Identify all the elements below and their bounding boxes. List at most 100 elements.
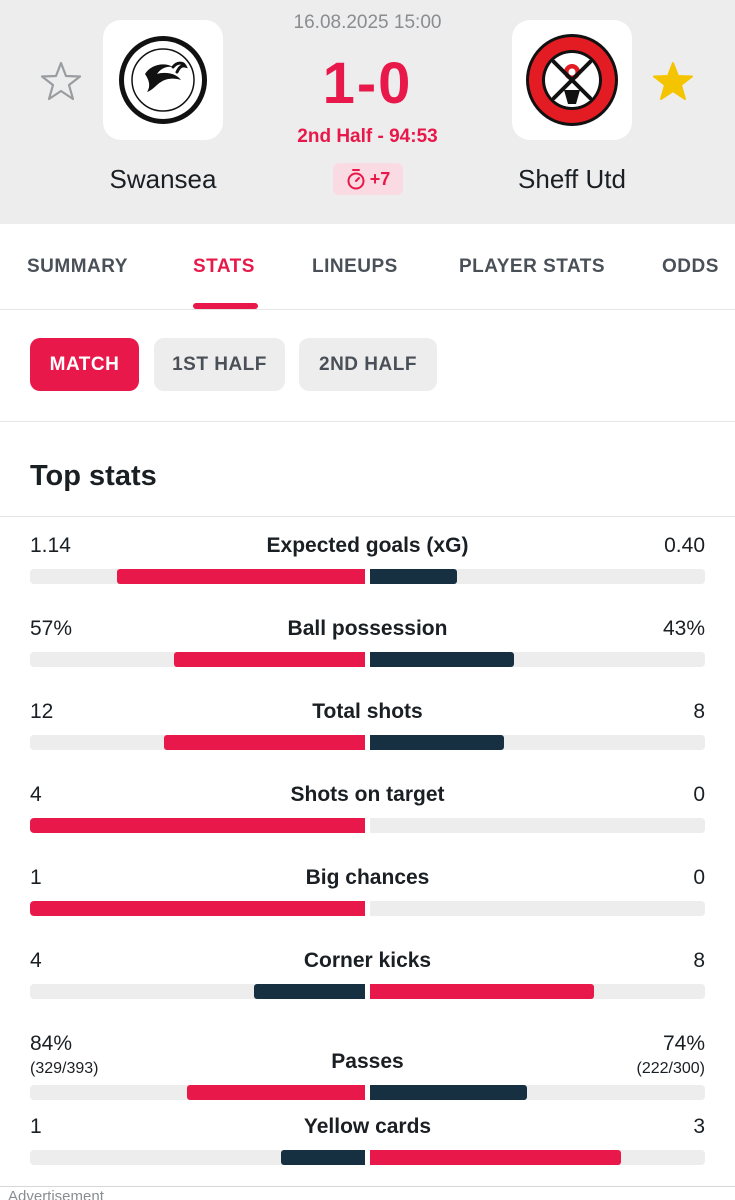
stat-home-value: 1.14	[30, 534, 71, 558]
stat-home-main: 12	[30, 700, 54, 723]
stat-row: 12 Total shots 8	[0, 698, 735, 778]
stat-away-bar	[370, 569, 457, 584]
match-tabs: SUMMARY STATS LINEUPS PLAYER STATS ODDS	[0, 224, 735, 310]
favorite-away-star-icon[interactable]	[652, 60, 694, 102]
tab-player-stats[interactable]: PLAYER STATS	[459, 256, 606, 277]
stat-away-bar	[370, 652, 514, 667]
stat-away-main: 8	[693, 949, 705, 972]
stat-home-main: 1	[30, 1115, 42, 1138]
stat-label: Expected goals (xG)	[266, 534, 469, 557]
period-selector: MATCH 1ST HALF 2ND HALF	[0, 310, 735, 422]
favorite-home-star-icon[interactable]	[40, 60, 82, 102]
match-header: 16.08.2025 15:00 Swansea 1-0 2nd Half - …	[0, 0, 735, 224]
stat-home-bar	[164, 735, 365, 750]
stat-label: Corner kicks	[303, 949, 432, 972]
stat-label: Ball possession	[287, 617, 448, 640]
away-team-crest[interactable]	[512, 20, 632, 140]
stat-away-track	[370, 1085, 705, 1100]
match-datetime: 16.08.2025 15:00	[293, 12, 442, 33]
stat-away-main: 0.40	[664, 534, 705, 557]
stat-row: 4 Corner kicks 8	[0, 947, 735, 1027]
stat-away-bar	[370, 1085, 527, 1100]
stat-home-main: 57%	[30, 617, 73, 640]
home-team-crest[interactable]	[103, 20, 223, 140]
stat-home-main: 4	[30, 783, 42, 806]
stat-row: 57% Ball possession 43%	[0, 615, 735, 695]
stat-away-track	[370, 984, 705, 999]
stat-away-value: 8	[693, 700, 705, 724]
divider	[0, 516, 735, 517]
divider	[0, 1186, 735, 1187]
period-2nd-half-chip[interactable]: 2ND HALF	[299, 338, 437, 391]
stat-row: 1 Big chances 0	[0, 864, 735, 944]
tab-summary[interactable]: SUMMARY	[27, 256, 128, 277]
stat-label: Total shots	[312, 700, 423, 723]
stat-away-main: 0	[693, 866, 705, 889]
stat-home-bar	[254, 984, 365, 999]
stat-home-track	[30, 735, 365, 750]
sheffield-crest-icon	[526, 34, 618, 126]
stat-away-track	[370, 1150, 705, 1165]
added-time-value: +7	[369, 168, 391, 189]
stat-away-value: 74% (222/300)	[637, 1032, 706, 1078]
stat-away-value: 0	[693, 783, 705, 807]
active-tab-indicator	[193, 303, 258, 309]
stat-away-track	[370, 901, 705, 916]
stat-home-bar	[281, 1150, 365, 1165]
stat-row: 1 Yellow cards 3	[0, 1113, 735, 1193]
match-status: 2nd Half - 94:53	[297, 126, 438, 147]
tab-stats[interactable]: STATS	[193, 256, 255, 277]
stat-away-bar	[370, 735, 504, 750]
stat-home-value: 1	[30, 1115, 42, 1139]
tab-lineups[interactable]: LINEUPS	[312, 256, 398, 277]
stat-away-value: 43%	[663, 617, 705, 641]
period-match-chip[interactable]: MATCH	[30, 338, 139, 391]
stat-home-main: 4	[30, 949, 42, 972]
stopwatch-icon	[347, 169, 365, 190]
stat-home-value: 57%	[30, 617, 72, 641]
stat-home-track	[30, 984, 365, 999]
stat-home-main: 1	[30, 866, 42, 889]
advertisement-label: Advertisement	[8, 1188, 104, 1200]
stat-label: Big chances	[305, 866, 430, 889]
period-1st-half-chip[interactable]: 1ST HALF	[154, 338, 285, 391]
stat-away-track	[370, 569, 705, 584]
stat-away-value: 3	[693, 1115, 705, 1139]
stat-away-main: 43%	[662, 617, 705, 640]
tab-odds[interactable]: ODDS	[662, 256, 719, 277]
away-team-name[interactable]: Sheff Utd	[518, 164, 626, 194]
stat-home-value: 84% (329/393)	[30, 1032, 99, 1078]
stat-home-value: 4	[30, 949, 42, 973]
stat-away-value: 8	[693, 949, 705, 973]
stat-away-main: 3	[693, 1115, 705, 1138]
stat-home-bar	[187, 1085, 365, 1100]
stat-home-bar	[117, 569, 365, 584]
stat-label: Passes	[331, 1050, 404, 1073]
stat-home-bar	[30, 901, 365, 916]
stat-away-bar	[370, 1150, 621, 1165]
stat-away-value: 0	[693, 866, 705, 890]
stat-row: 4 Shots on target 0	[0, 781, 735, 861]
stat-away-track	[370, 735, 705, 750]
stat-away-track	[370, 818, 705, 833]
added-time-badge: +7	[333, 163, 403, 195]
home-team-name[interactable]: Swansea	[109, 164, 217, 194]
stat-home-track	[30, 569, 365, 584]
stat-home-value: 4	[30, 783, 42, 807]
match-score: 1-0	[322, 51, 413, 116]
stat-away-main: 8	[693, 700, 705, 723]
stat-row: 84% (329/393) Passes 74% (222/300)	[0, 1030, 735, 1110]
stat-home-bar	[30, 818, 365, 833]
stat-away-sub: (222/300)	[636, 1060, 706, 1077]
stat-home-track	[30, 818, 365, 833]
stat-away-bar	[370, 984, 594, 999]
stat-home-track	[30, 1150, 365, 1165]
stat-row: 1.14 Expected goals (xG) 0.40	[0, 532, 735, 612]
swansea-crest-icon	[119, 36, 207, 124]
stat-home-track	[30, 1085, 365, 1100]
stat-home-track	[30, 652, 365, 667]
top-stats-title: Top stats	[30, 460, 157, 492]
stat-away-value: 0.40	[664, 534, 705, 558]
stat-home-main: 84%	[30, 1032, 73, 1055]
stat-home-value: 1	[30, 866, 42, 890]
